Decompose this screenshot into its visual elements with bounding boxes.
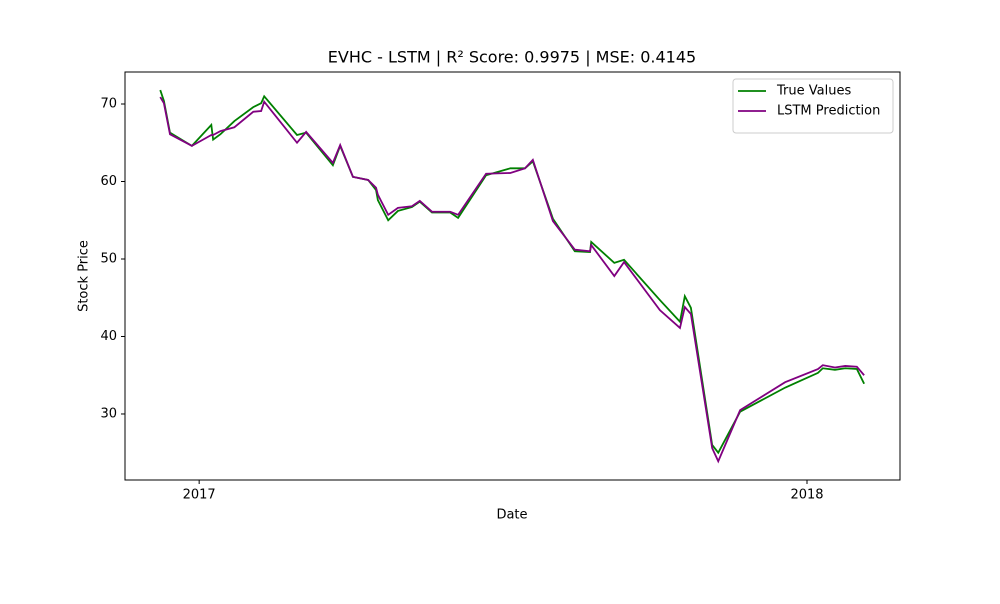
data-line — [159, 96, 865, 464]
legend-label: LSTM Prediction — [777, 104, 880, 119]
y-axis-label: Stock Price — [77, 240, 92, 312]
data-line — [159, 89, 865, 455]
legend-box — [732, 78, 894, 134]
y-tick-label: 50 — [100, 251, 117, 266]
y-tick-label: 70 — [100, 97, 117, 112]
y-tick-label: 40 — [100, 329, 117, 344]
y-tick-label: 30 — [100, 406, 117, 421]
x-tick-label: 2017 — [183, 488, 216, 503]
y-tick-label: 60 — [100, 174, 117, 189]
chart-title: EVHC - LSTM | R² Score: 0.9975 | MSE: 0.… — [328, 48, 696, 67]
x-tick-label: 2018 — [790, 488, 823, 503]
x-axis-label: Date — [496, 508, 527, 523]
plot-frame — [124, 71, 901, 481]
legend-label: True Values — [776, 84, 851, 99]
